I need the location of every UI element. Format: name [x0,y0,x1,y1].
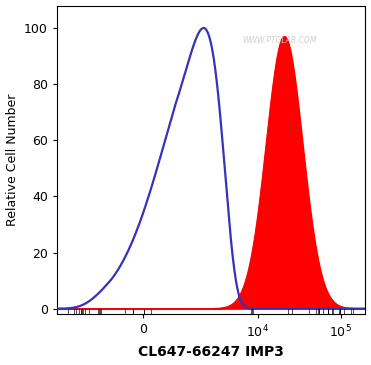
X-axis label: CL647-66247 IMP3: CL647-66247 IMP3 [138,345,284,360]
Y-axis label: Relative Cell Number: Relative Cell Number [6,94,19,226]
Text: WWW.PTGLAB.COM: WWW.PTGLAB.COM [242,36,316,45]
